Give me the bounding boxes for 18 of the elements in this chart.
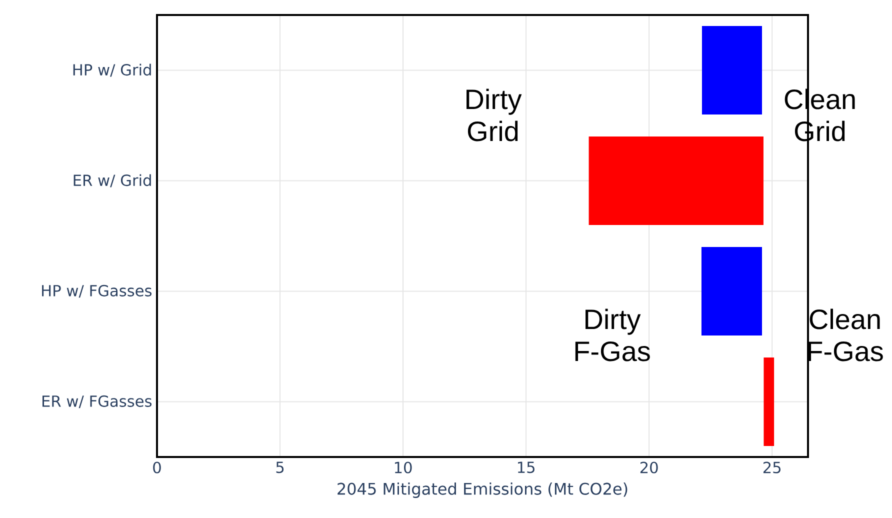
bar — [764, 358, 774, 446]
y-tick-label: ER w/ FGasses — [42, 395, 152, 408]
y-tick-label: HP w/ Grid — [73, 64, 151, 77]
x-tick-label: 10 — [394, 462, 412, 474]
x-tick-label: 20 — [640, 462, 658, 474]
annotation: Dirty Grid — [466, 88, 522, 142]
x-tick-label: 15 — [518, 462, 534, 474]
x-tick-label: 5 — [276, 462, 284, 474]
x-tick-label: 0 — [153, 462, 161, 474]
bar — [702, 26, 762, 114]
x-axis-title: 2045 Mitigated Emissions (Mt CO2e) — [338, 482, 628, 498]
text: Clean F-Gas — [808, 308, 883, 362]
bar — [701, 247, 762, 336]
y-tick-label: ER w/ Grid — [74, 174, 151, 188]
annotation: Dirty F-Gas — [575, 308, 650, 362]
x-tick-label: 25 — [763, 462, 780, 474]
y-tick-label: HP w/ FGasses — [42, 284, 152, 298]
bar — [588, 136, 764, 225]
